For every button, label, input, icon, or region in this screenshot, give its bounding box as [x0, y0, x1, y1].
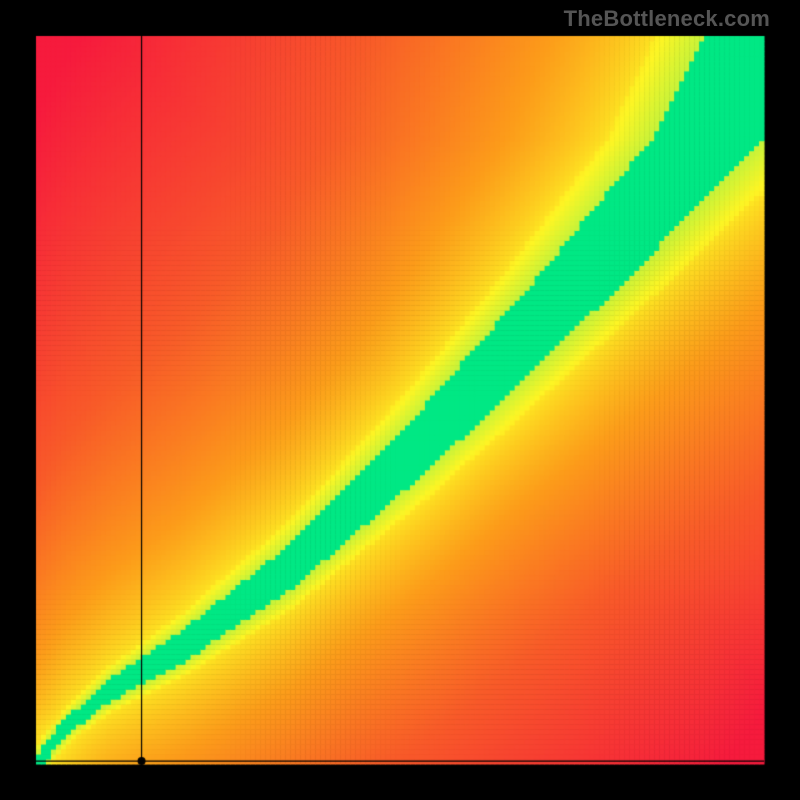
chart-container: TheBottleneck.com — [0, 0, 800, 800]
heatmap-canvas — [0, 0, 800, 800]
watermark-label: TheBottleneck.com — [564, 6, 770, 32]
